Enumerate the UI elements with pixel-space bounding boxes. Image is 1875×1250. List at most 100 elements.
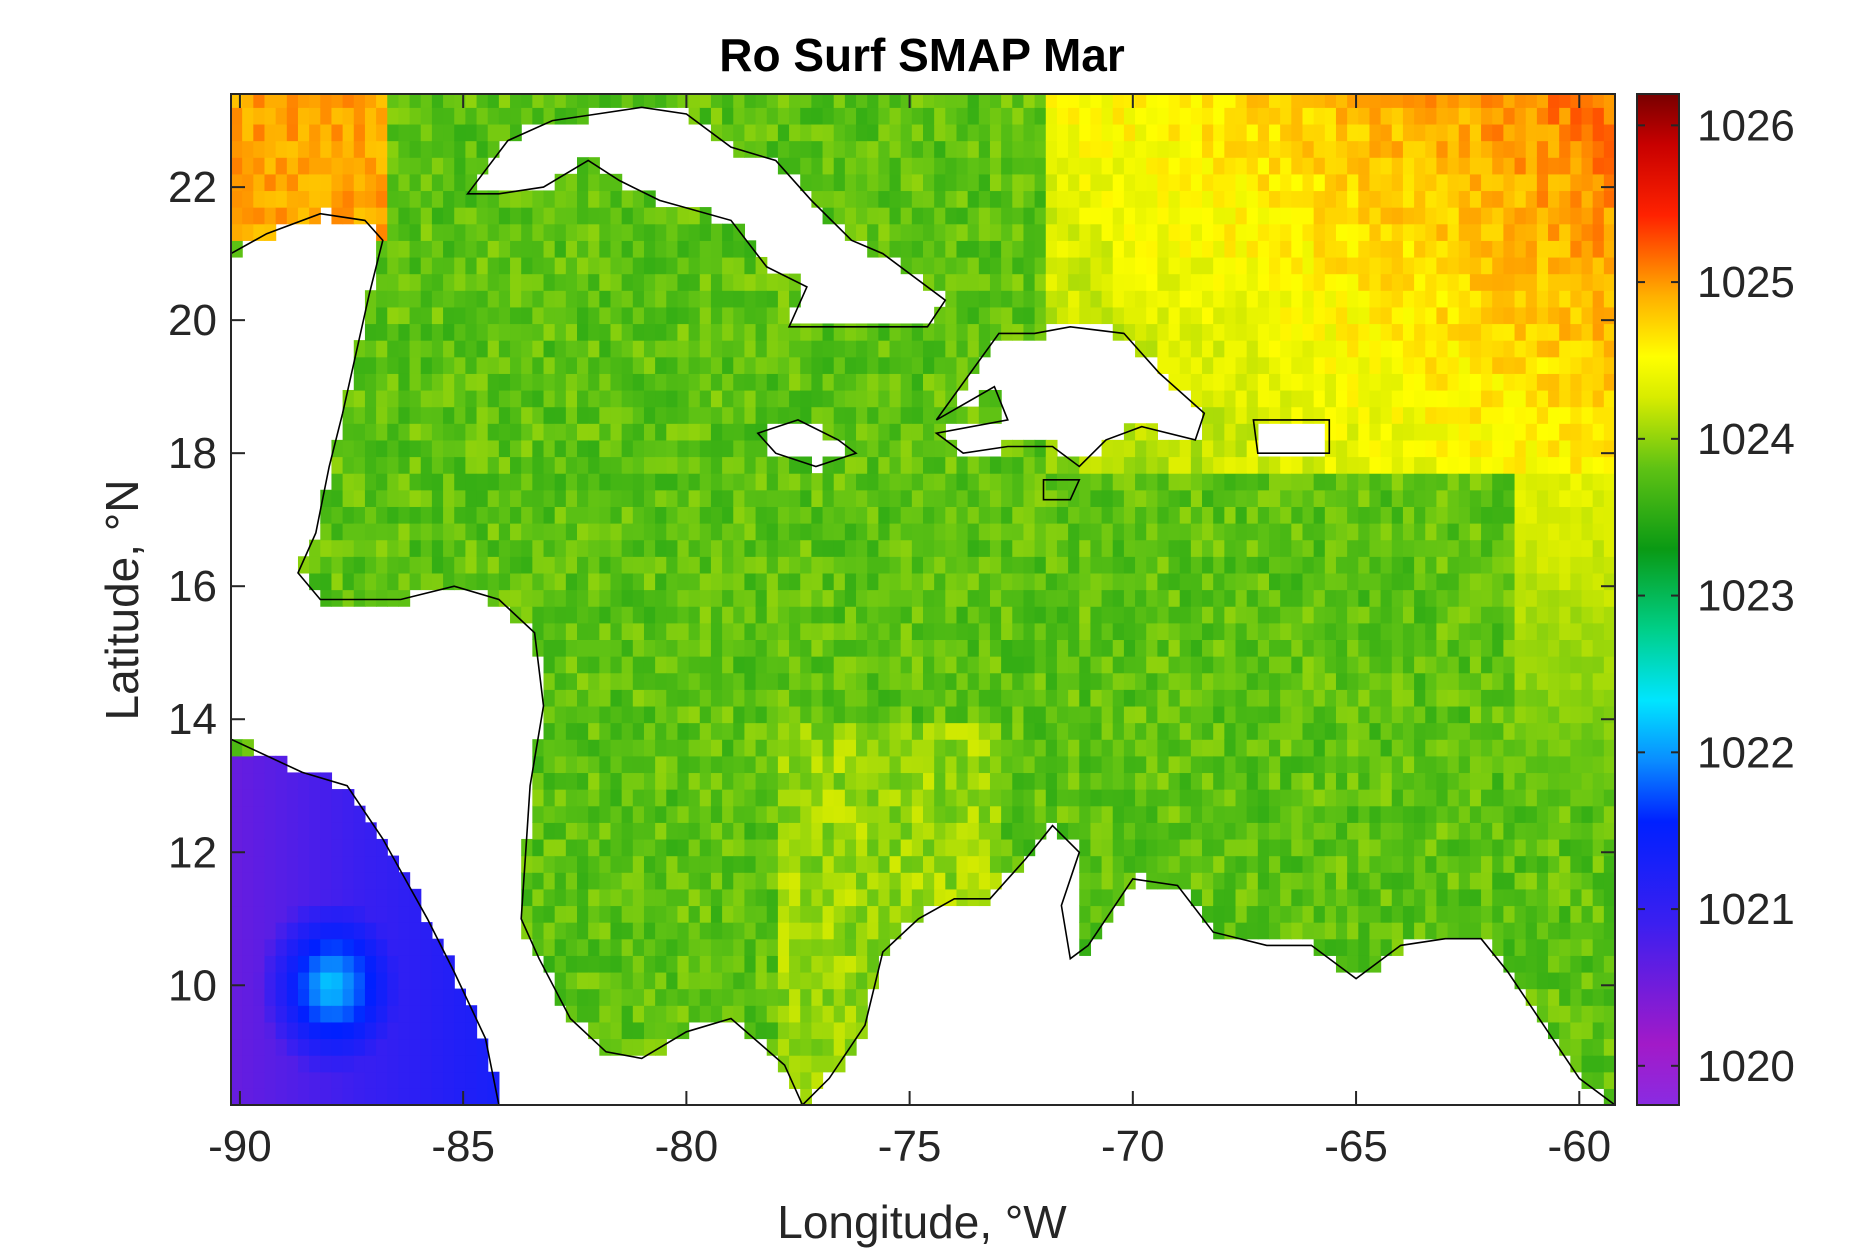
heatmap-cell [1414,539,1426,557]
heatmap-cell [454,157,466,175]
heatmap-cell [688,639,701,657]
heatmap-cell [1414,888,1426,907]
heatmap-cell [309,539,321,557]
heatmap-cell [1380,240,1393,258]
heatmap-cell [867,157,879,175]
heatmap-cell [376,140,388,158]
heatmap-cell [1280,290,1292,308]
heatmap-cell [1112,722,1125,740]
heatmap-cell [744,589,757,607]
heatmap-cell [1123,306,1136,325]
heatmap-cell [275,1021,288,1040]
heatmap-cell [599,1038,612,1056]
heatmap-cell [1056,606,1069,624]
heatmap-cell [911,240,924,258]
heatmap-cell [889,672,902,690]
heatmap-cell [632,589,645,607]
heatmap-cell [1012,606,1025,624]
heatmap-cell [286,905,299,923]
heatmap-cell [1257,140,1270,158]
heatmap-cell [789,1038,801,1056]
heatmap-cell [833,971,846,990]
heatmap-cell [309,107,321,125]
heatmap-cell [632,1021,645,1040]
heatmap-cell [699,722,712,740]
heatmap-cell [699,656,712,674]
heatmap-cell [1269,822,1281,840]
heatmap-cell [1157,606,1170,624]
heatmap-cell [1023,173,1036,192]
heatmap-cell [755,955,768,973]
heatmap-cell [253,955,266,973]
heatmap-cell [822,606,835,624]
heatmap-cell [1246,140,1259,158]
heatmap-cell [833,622,846,641]
heatmap-cell [978,240,991,258]
heatmap-cell [733,240,746,258]
heatmap-cell [1436,240,1449,258]
heatmap-cell [498,340,511,358]
heatmap-cell [577,539,589,557]
heatmap-cell [1280,473,1292,491]
heatmap-cell [409,556,422,574]
heatmap-cell [1190,705,1203,724]
heatmap-cell [934,157,946,175]
heatmap-cell [1257,656,1270,674]
heatmap-cell [1034,556,1047,574]
heatmap-cell [331,190,344,208]
heatmap-cell [1246,473,1259,491]
heatmap-cell [878,240,891,258]
heatmap-cell [878,223,891,241]
heatmap-cell [1157,240,1170,258]
heatmap-cell [242,888,254,907]
heatmap-cell [387,140,400,158]
heatmap-cell [1090,273,1103,291]
heatmap-cell [1001,606,1013,624]
heatmap-cell [420,971,433,990]
heatmap-cell [1202,805,1214,823]
heatmap-cell [643,389,656,408]
heatmap-cell [1090,589,1103,607]
heatmap-cell [577,955,589,973]
heatmap-cell [1425,190,1438,208]
heatmap-cell [666,755,679,774]
heatmap-cell [1302,489,1315,507]
heatmap-cell [911,905,924,923]
heatmap-cell [599,523,612,541]
heatmap-cell [978,456,991,474]
heatmap-cell [398,323,411,341]
heatmap-cell [353,872,366,890]
heatmap-cell [1090,872,1103,890]
heatmap-cell [889,389,902,408]
heatmap-cell [1425,622,1438,641]
heatmap-cell [1414,689,1426,707]
heatmap-cell [856,722,868,740]
heatmap-cell [1291,107,1304,125]
heatmap-cell [878,173,891,192]
heatmap-cell [1447,772,1460,790]
heatmap-cell [331,888,344,907]
heatmap-cell [967,523,980,541]
heatmap-cell [554,223,567,241]
heatmap-cell [688,290,701,308]
heatmap-cell [420,1055,433,1073]
heatmap-cell [934,739,946,757]
heatmap-cell [800,389,812,408]
heatmap-cell [588,739,600,757]
heatmap-cell [1034,94,1047,108]
heatmap-cell [1335,523,1348,541]
heatmap-cell [744,523,757,541]
heatmap-cell [565,356,578,374]
heatmap-cell [231,838,243,857]
heatmap-cell [1101,207,1114,225]
heatmap-cell [621,1038,634,1056]
heatmap-cell [420,938,433,956]
heatmap-cell [1324,656,1337,674]
heatmap-cell [822,489,835,507]
heatmap-cell [577,755,589,774]
heatmap-cell [1235,672,1248,690]
heatmap-cell [956,855,969,873]
heatmap-cell [833,755,846,774]
heatmap-cell [923,389,935,408]
heatmap-cell [755,306,768,325]
